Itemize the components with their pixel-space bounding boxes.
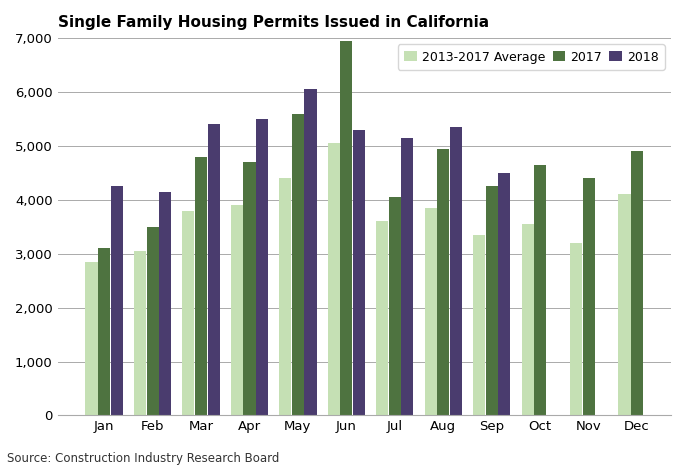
Bar bbox=[86, 262, 97, 416]
Bar bbox=[98, 248, 110, 416]
Bar bbox=[328, 143, 340, 416]
Bar bbox=[389, 197, 401, 416]
Bar bbox=[437, 149, 449, 416]
Bar bbox=[305, 89, 316, 416]
Bar bbox=[230, 205, 243, 416]
Bar bbox=[134, 251, 146, 416]
Bar bbox=[631, 151, 643, 416]
Bar bbox=[256, 119, 268, 416]
Bar bbox=[182, 211, 195, 416]
Bar bbox=[376, 221, 388, 416]
Legend: 2013-2017 Average, 2017, 2018: 2013-2017 Average, 2017, 2018 bbox=[398, 44, 665, 70]
Bar bbox=[279, 178, 292, 416]
Bar bbox=[521, 224, 534, 416]
Bar bbox=[473, 235, 485, 416]
Text: Source: Construction Industry Research Board: Source: Construction Industry Research B… bbox=[7, 452, 279, 465]
Bar bbox=[147, 227, 158, 416]
Bar bbox=[618, 194, 630, 416]
Bar bbox=[353, 130, 365, 416]
Bar bbox=[425, 208, 437, 416]
Bar bbox=[340, 41, 353, 416]
Bar bbox=[498, 173, 510, 416]
Bar bbox=[292, 113, 304, 416]
Bar bbox=[534, 165, 546, 416]
Bar bbox=[110, 186, 123, 416]
Bar bbox=[570, 243, 582, 416]
Bar bbox=[159, 192, 172, 416]
Bar bbox=[582, 178, 595, 416]
Text: Single Family Housing Permits Issued in California: Single Family Housing Permits Issued in … bbox=[58, 15, 488, 30]
Bar bbox=[244, 162, 256, 416]
Bar bbox=[486, 186, 498, 416]
Bar bbox=[450, 127, 462, 416]
Bar bbox=[195, 157, 207, 416]
Bar bbox=[401, 138, 414, 416]
Bar bbox=[208, 124, 220, 416]
